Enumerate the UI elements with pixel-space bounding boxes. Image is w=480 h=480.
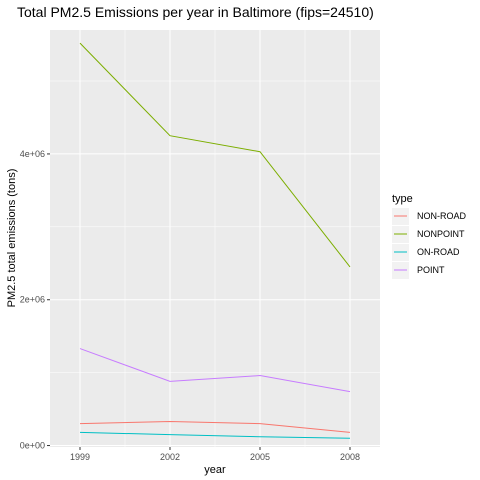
x-axis-title: year [204, 464, 226, 476]
series-line-point [79, 348, 351, 393]
x-tick-label: 2005 [250, 452, 270, 462]
legend: type NON-ROAD NONPOINT ON-ROAD POINT [392, 193, 466, 279]
chart-title: Total PM2.5 Emissions per year in Baltim… [17, 4, 374, 20]
series-line-on-road [79, 431, 351, 439]
y-tick-label: 0e+00 [20, 441, 45, 451]
legend-label-on-road: ON-ROAD [417, 247, 460, 257]
grid-major [50, 30, 380, 447]
series-line-non-road [79, 420, 351, 433]
series-lines [79, 42, 351, 439]
legend-label-point: POINT [417, 265, 445, 275]
series-line-nonpoint [79, 42, 351, 268]
y-axis-title: PM2.5 total emissions (tons) [6, 169, 18, 308]
legend-title: type [392, 193, 413, 205]
x-tick-label: 2002 [160, 452, 180, 462]
y-tick-label: 4e+06 [20, 149, 45, 159]
y-tick-label: 2e+06 [20, 295, 45, 305]
grid-minor [50, 30, 380, 447]
x-tick-label: 1999 [70, 452, 90, 462]
legend-label-non-road: NON-ROAD [417, 211, 466, 221]
x-tick-label: 2008 [340, 452, 360, 462]
x-axis: 1999 2002 2005 2008 [70, 447, 360, 462]
y-axis: 0e+00 2e+06 4e+06 [20, 149, 50, 451]
legend-label-nonpoint: NONPOINT [417, 229, 465, 239]
